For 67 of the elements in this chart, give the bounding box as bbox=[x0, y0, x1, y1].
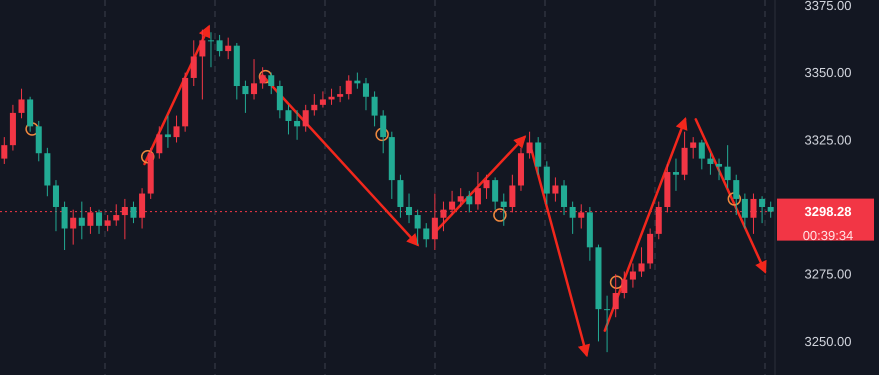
candlestick bbox=[621, 271, 628, 299]
candlestick bbox=[630, 262, 636, 288]
candlestick bbox=[1, 136, 8, 164]
candlestick bbox=[156, 126, 162, 160]
candlestick bbox=[406, 193, 412, 224]
candlestick bbox=[733, 174, 740, 216]
candlestick bbox=[130, 201, 136, 224]
candlestick bbox=[742, 193, 748, 229]
candlestick bbox=[552, 176, 558, 202]
ref-line-label: 3298.28 bbox=[804, 204, 852, 220]
candlestick bbox=[294, 110, 300, 140]
candlestick bbox=[302, 104, 309, 132]
candlestick bbox=[380, 110, 386, 154]
candlestick bbox=[716, 158, 722, 181]
candlestick bbox=[604, 295, 610, 353]
candlestick bbox=[458, 188, 464, 208]
candlestick bbox=[570, 201, 576, 234]
candlestick bbox=[724, 144, 731, 189]
candlestick bbox=[768, 201, 774, 218]
candlestick bbox=[526, 131, 533, 160]
candlestick bbox=[164, 115, 171, 148]
candlestick bbox=[492, 176, 498, 210]
candlestick bbox=[466, 190, 472, 213]
candlestick bbox=[199, 29, 206, 100]
candlestick bbox=[311, 94, 318, 116]
candlestick bbox=[104, 214, 111, 232]
candlestick bbox=[260, 66, 266, 90]
candlestick bbox=[474, 172, 481, 210]
candlestick bbox=[96, 209, 102, 234]
candlestick bbox=[337, 86, 344, 103]
candlestick bbox=[52, 180, 59, 232]
y-tick-label: 3375.00 bbox=[804, 0, 852, 13]
candlestick bbox=[190, 40, 197, 87]
candlestick bbox=[612, 274, 619, 318]
candlestick bbox=[484, 174, 490, 200]
candlestick bbox=[372, 90, 378, 127]
candlestick bbox=[354, 72, 360, 90]
candlestick bbox=[62, 201, 68, 250]
candlestick bbox=[216, 34, 223, 57]
y-tick-label: 3325.00 bbox=[804, 132, 852, 148]
candlestick bbox=[225, 37, 232, 60]
candlestick bbox=[285, 104, 292, 135]
candlestick bbox=[251, 58, 258, 100]
candlestick bbox=[208, 32, 214, 68]
y-tick-label: 3275.00 bbox=[804, 266, 852, 282]
candlestick bbox=[174, 115, 180, 143]
candlestick bbox=[690, 136, 696, 160]
candlestick bbox=[698, 139, 705, 170]
candlestick bbox=[18, 88, 25, 119]
candlestick bbox=[423, 222, 430, 248]
y-tick-label: 3350.00 bbox=[804, 65, 852, 80]
candlestick bbox=[78, 201, 85, 240]
candlestick bbox=[561, 180, 568, 216]
candlestick bbox=[346, 74, 352, 100]
candlestick bbox=[500, 193, 507, 226]
candlestick bbox=[320, 90, 326, 108]
candlestick bbox=[672, 158, 679, 192]
candlestick bbox=[638, 246, 645, 278]
text: 00:39:34 bbox=[802, 228, 854, 244]
candlestick bbox=[759, 196, 766, 224]
candlestick bbox=[242, 80, 248, 114]
candlestick bbox=[268, 72, 274, 95]
candlestick bbox=[707, 152, 714, 176]
y-tick-label: 3250.00 bbox=[804, 334, 852, 349]
candlestick bbox=[328, 88, 335, 106]
candlestick bbox=[362, 77, 369, 111]
candlestick bbox=[414, 209, 421, 246]
